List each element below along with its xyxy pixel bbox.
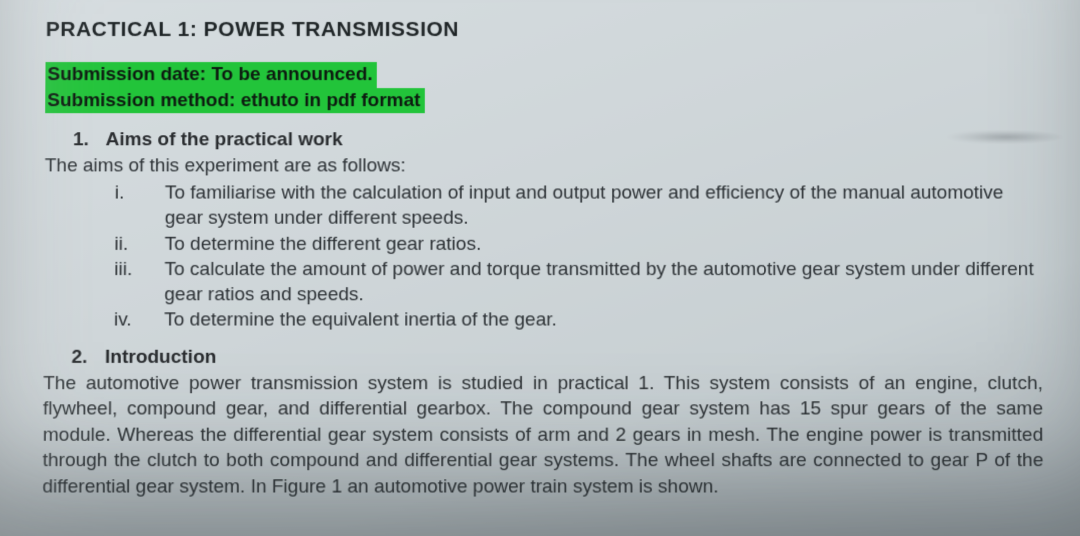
list-text: To familiarise with the calculation of i… [165,181,1048,231]
aims-list: i. To familiarise with the calculation o… [44,181,1049,333]
aims-lead: The aims of this experiment are as follo… [45,154,1048,179]
list-marker: iv. [44,307,165,332]
submission-method-line: Submission method: ethuto in pdf format [45,88,424,114]
section-1-title: Aims of the practical work [106,130,343,151]
section-1-heading: 1. Aims of the practical work [73,130,1047,152]
list-text: To calculate the amount of power and tor… [164,257,1048,308]
list-text: To determine the different gear ratios. [165,231,1048,256]
section-1-number: 1. [73,130,101,152]
list-marker: iii. [44,257,165,308]
section-2-heading: 2. Introduction [71,347,1048,369]
section-2-number: 2. [71,347,99,369]
introduction-body: The automotive power transmission system… [42,371,1049,500]
list-item: ii. To determine the different gear rati… [44,231,1048,256]
page-title: PRACTICAL 1: POWER TRANSMISSION [46,18,1047,42]
highlighted-submission-block: Submission date: To be announced. Submis… [45,62,1047,113]
list-marker: ii. [44,231,165,256]
list-item: i. To familiarise with the calculation o… [44,181,1047,231]
document-page: PRACTICAL 1: POWER TRANSMISSION Submissi… [0,0,1080,500]
list-item: iv. To determine the equivalent inertia … [44,307,1049,332]
list-marker: i. [44,181,165,231]
list-item: iii. To calculate the amount of power an… [44,257,1049,308]
submission-date-line: Submission date: To be announced. [45,62,376,88]
list-text: To determine the equivalent inertia of t… [164,307,1048,332]
section-2-title: Introduction [105,347,217,368]
